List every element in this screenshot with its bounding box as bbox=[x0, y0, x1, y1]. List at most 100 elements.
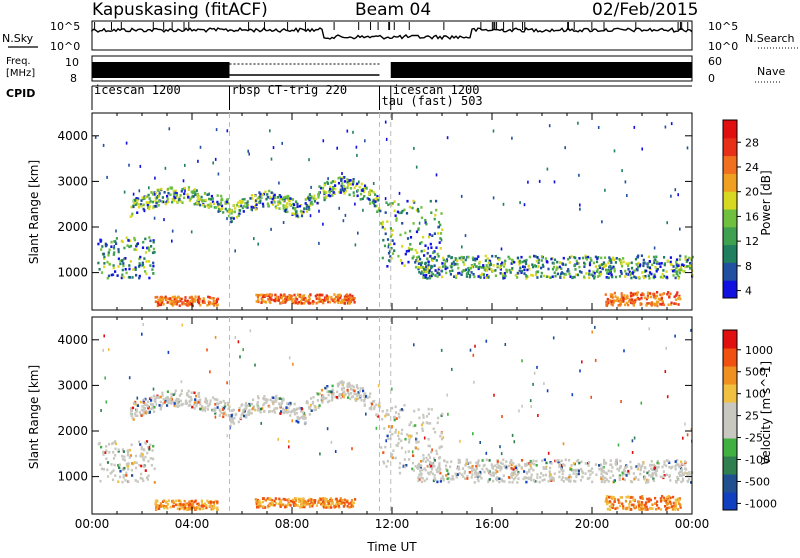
echo-cell bbox=[204, 409, 207, 413]
echo-cell bbox=[236, 201, 239, 205]
echo-cell bbox=[450, 460, 453, 463]
echo-cell bbox=[442, 478, 445, 481]
echo-cell bbox=[450, 262, 454, 265]
echo-cell bbox=[210, 507, 213, 511]
echo-cell bbox=[216, 500, 219, 504]
echo-cell bbox=[348, 385, 351, 388]
echo-cell bbox=[134, 479, 137, 482]
echo-cell bbox=[287, 503, 290, 507]
echo-cell bbox=[447, 480, 450, 484]
echo-cell bbox=[262, 205, 265, 208]
echo-cell bbox=[337, 504, 340, 507]
echo-cell bbox=[481, 467, 484, 471]
echo-cell bbox=[178, 394, 181, 397]
echo-cell bbox=[183, 506, 186, 510]
echo-cell bbox=[171, 200, 174, 204]
echo-cell bbox=[241, 413, 245, 416]
echo-cell bbox=[562, 480, 565, 483]
echo-cell bbox=[306, 207, 309, 210]
echo-cell bbox=[676, 508, 679, 511]
echo-cell bbox=[581, 471, 584, 475]
echo-cell bbox=[674, 506, 678, 510]
echo-cell bbox=[456, 473, 459, 476]
echo-cell bbox=[135, 248, 138, 252]
echo-cell bbox=[152, 272, 155, 275]
echo-cell bbox=[254, 204, 257, 208]
echo-cell bbox=[219, 208, 222, 211]
echo-cell bbox=[625, 474, 628, 477]
echo-cell bbox=[604, 263, 607, 267]
echo-cell bbox=[170, 402, 173, 405]
echo-cell bbox=[332, 186, 335, 190]
echo-cell bbox=[398, 466, 401, 469]
echo-cell bbox=[195, 404, 198, 408]
echo-cell bbox=[114, 447, 117, 451]
echo-cell bbox=[352, 181, 355, 184]
echo-cell bbox=[431, 448, 433, 452]
echo-cell bbox=[164, 295, 167, 299]
echo-cell bbox=[592, 274, 595, 278]
colorbar-cell bbox=[723, 402, 737, 421]
echo-cell bbox=[636, 296, 640, 300]
echo-cell bbox=[184, 189, 186, 193]
echo-cell bbox=[648, 473, 651, 477]
echo-cell bbox=[148, 410, 151, 414]
echo-cell bbox=[606, 301, 609, 305]
echo-cell bbox=[150, 407, 153, 411]
echo-cell bbox=[557, 460, 560, 464]
echo-cell bbox=[478, 464, 481, 467]
echo-cell bbox=[511, 136, 513, 140]
echo-cell bbox=[130, 468, 133, 472]
echo-cell bbox=[129, 412, 132, 415]
echo-cell bbox=[278, 197, 282, 201]
echo-cell bbox=[606, 297, 609, 301]
echo-cell bbox=[647, 262, 650, 265]
echo-cell bbox=[648, 271, 652, 274]
echo-cell bbox=[427, 453, 430, 457]
echo-cell bbox=[250, 205, 253, 209]
echo-cell bbox=[489, 262, 492, 266]
echo-cell bbox=[117, 250, 120, 254]
echo-cell bbox=[568, 458, 571, 462]
echo-cell bbox=[650, 460, 653, 463]
echo-cell bbox=[296, 202, 299, 206]
echo-cell bbox=[286, 210, 289, 214]
echo-cell bbox=[126, 462, 129, 466]
echo-cell bbox=[644, 508, 647, 511]
echo-cell bbox=[623, 469, 626, 473]
echo-cell bbox=[145, 403, 148, 407]
echo-cell bbox=[661, 276, 664, 279]
echo-cell bbox=[483, 276, 486, 279]
echo-cell bbox=[272, 402, 275, 406]
echo-cell bbox=[173, 402, 176, 405]
echo-cell bbox=[440, 269, 444, 273]
echo-cell bbox=[525, 275, 528, 278]
echo-cell bbox=[285, 207, 288, 211]
echo-cell bbox=[612, 266, 615, 269]
echo-cell bbox=[360, 398, 363, 402]
echo-cell bbox=[123, 246, 126, 250]
echo-cell bbox=[583, 261, 586, 265]
echo-cell bbox=[355, 145, 358, 149]
echo-cell bbox=[424, 275, 427, 279]
echo-cell bbox=[435, 208, 438, 212]
echo-cell bbox=[426, 267, 429, 271]
echo-cell bbox=[294, 296, 297, 299]
echo-cell bbox=[320, 293, 323, 297]
echo-cell bbox=[411, 247, 414, 251]
echo-cell bbox=[410, 435, 412, 439]
echo-cell bbox=[322, 189, 325, 193]
echo-cell bbox=[644, 506, 647, 509]
echo-cell bbox=[654, 496, 657, 500]
echo-cell bbox=[303, 505, 306, 509]
echo-cell bbox=[268, 497, 271, 500]
echo-cell bbox=[630, 298, 633, 302]
echo-cell bbox=[346, 384, 349, 388]
colorbar-cell bbox=[723, 262, 737, 281]
echo-cell bbox=[325, 498, 328, 501]
echo-cell bbox=[505, 460, 508, 463]
echo-cell bbox=[116, 274, 119, 277]
echo-cell bbox=[103, 262, 106, 265]
echo-cell bbox=[147, 459, 150, 463]
